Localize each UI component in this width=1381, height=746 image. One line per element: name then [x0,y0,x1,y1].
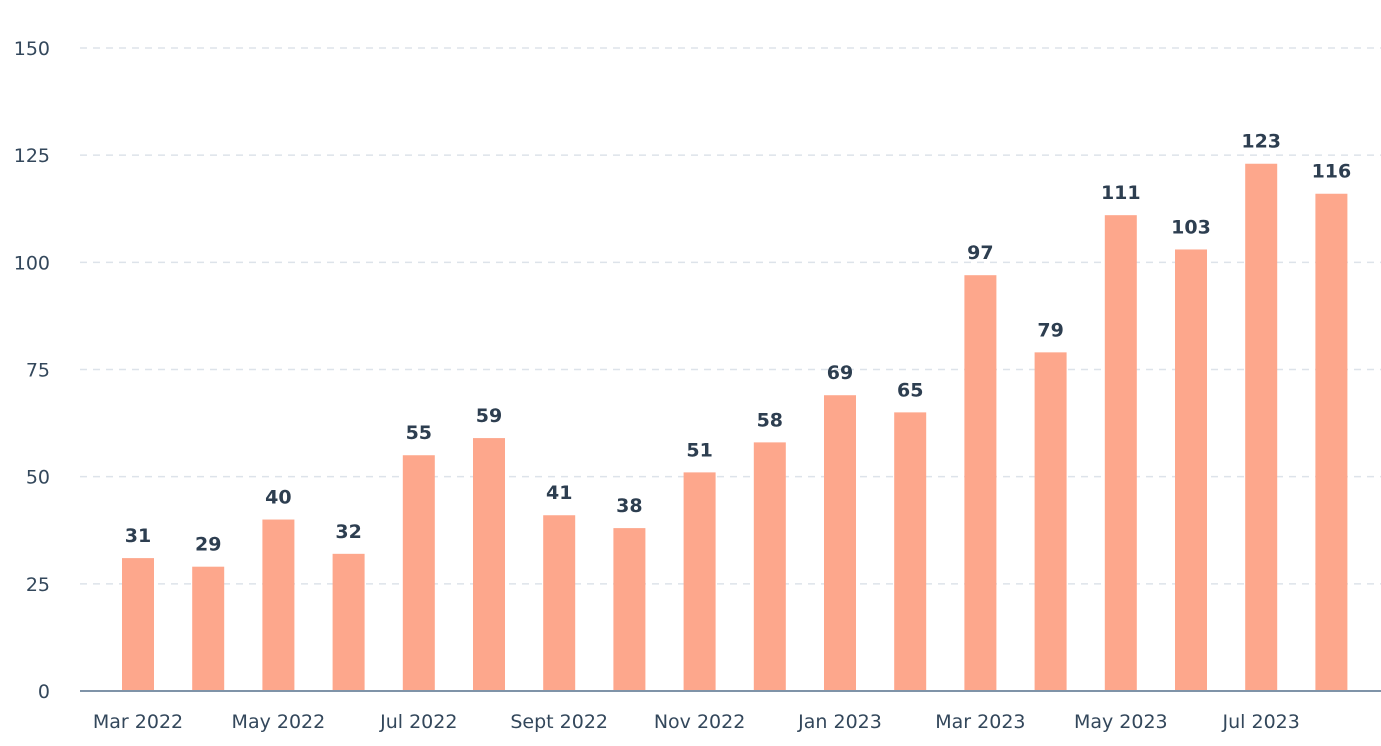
x-axis-ticks: Mar 2022 May 2022 Jul 2022 Sept 2022 Nov 202… [93,711,1300,733]
y-axis-ticks: 0 25 50 75 100 125 150 [14,38,50,703]
data-label: 51 [686,439,712,461]
y-tick-label: 0 [38,681,50,703]
bar [824,395,856,691]
data-label: 29 [195,534,221,556]
data-label: 58 [757,409,783,431]
data-label: 69 [827,362,853,384]
data-label: 65 [897,379,923,401]
bar [894,412,927,691]
data-labels: 31 29 40 32 55 59 41 38 51 58 69 65 97 79 111 103 123 116 [125,131,1351,556]
y-tick-label: 25 [26,574,50,596]
bar [192,566,225,691]
bar [964,275,997,691]
y-tick-label: 100 [14,252,50,274]
y-tick-label: 125 [14,145,50,167]
data-label: 41 [546,482,572,504]
data-label: 103 [1171,216,1211,238]
data-label: 38 [616,495,642,517]
y-tick-label: 75 [26,360,50,382]
data-label: 55 [406,422,432,444]
data-label: 116 [1312,161,1352,183]
x-tick-label: Mar 2022 [93,711,183,733]
x-tick-label: Jul 2022 [379,711,457,733]
y-tick-label: 50 [26,467,50,489]
bar [543,515,576,691]
x-tick-label: May 2023 [1074,711,1168,733]
x-tick-label: Jan 2023 [797,711,882,733]
bar [473,438,505,691]
data-label: 111 [1101,182,1141,204]
bar [332,553,365,691]
bar [1175,249,1207,691]
bar [1034,352,1067,691]
bar [262,519,295,691]
bar [1315,193,1348,691]
bar [122,558,154,691]
data-label: 32 [335,521,361,543]
data-label: 59 [476,405,502,427]
data-label: 123 [1241,131,1281,153]
bar [683,472,716,691]
bar [613,528,646,691]
x-tick-label: Sept 2022 [510,711,608,733]
data-label: 79 [1037,319,1063,341]
y-tick-label: 150 [14,38,50,60]
data-label: 40 [265,487,291,509]
bars [122,163,1348,692]
data-label: 97 [967,242,993,264]
x-tick-label: May 2022 [232,711,326,733]
bar [1245,163,1278,692]
x-tick-label: Nov 2022 [654,711,745,733]
x-tick-label: Jul 2023 [1222,711,1300,733]
bar [753,442,786,691]
x-tick-label: Mar 2023 [935,711,1025,733]
data-label: 31 [125,525,151,547]
bar [402,455,435,691]
bar [1104,215,1137,691]
gridlines [80,47,1381,585]
